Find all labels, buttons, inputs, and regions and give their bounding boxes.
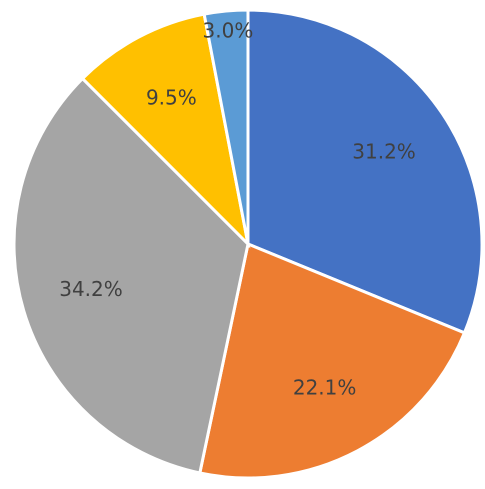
data-label: 31.2% bbox=[352, 139, 416, 163]
data-label: 3.0% bbox=[203, 19, 254, 43]
data-label: 34.2% bbox=[59, 277, 123, 301]
pie-slice bbox=[12, 76, 250, 475]
pie-slice bbox=[246, 8, 484, 335]
pie-slice bbox=[198, 241, 467, 480]
data-label: 9.5% bbox=[146, 86, 197, 110]
pie-slice bbox=[80, 12, 251, 249]
pie-slice bbox=[202, 8, 250, 245]
data-label: 22.1% bbox=[293, 375, 357, 399]
